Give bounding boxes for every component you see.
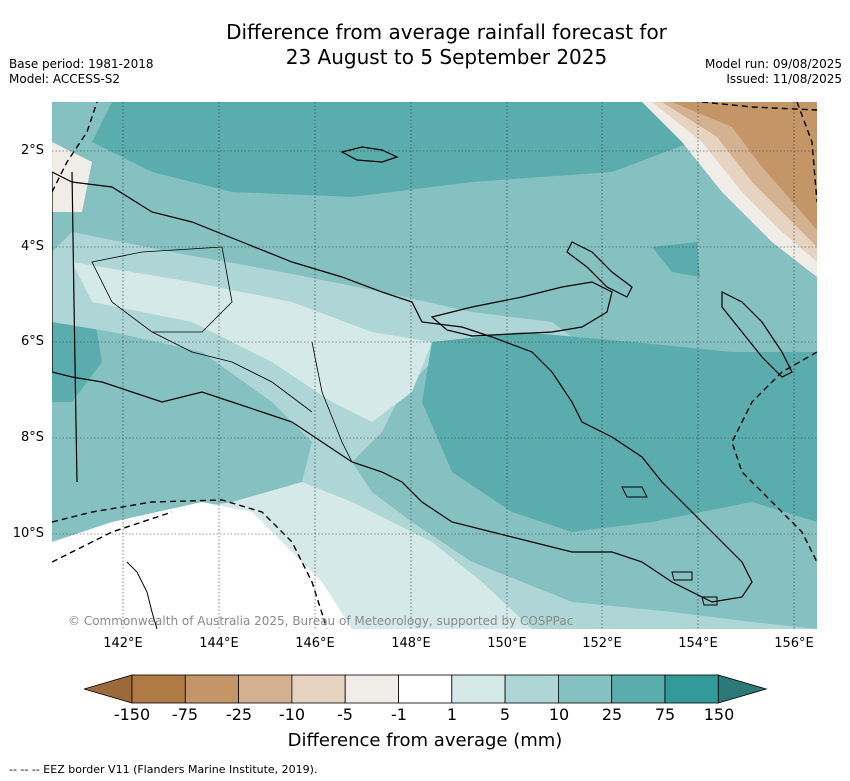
lon-label-156e: 156°E bbox=[774, 636, 814, 651]
country-border bbox=[71, 171, 78, 483]
eez-border-east bbox=[731, 351, 817, 563]
colorbar-tick: 10 bbox=[548, 705, 570, 724]
colorbar-tick: 150 bbox=[703, 705, 735, 724]
colorbar-tick: -150 bbox=[113, 705, 151, 724]
eez-border-north bbox=[701, 102, 817, 111]
new-britain-coast bbox=[430, 281, 613, 337]
colorbar-cell bbox=[238, 674, 293, 704]
lon-label-150e: 150°E bbox=[487, 636, 527, 651]
title-line-1: Difference from average rainfall forecas… bbox=[226, 20, 667, 44]
shade-10-25-se bbox=[652, 502, 817, 572]
eez-border-south bbox=[52, 499, 328, 629]
colorbar-cell bbox=[664, 674, 719, 704]
shade-25-75-se bbox=[422, 332, 817, 532]
graticule bbox=[52, 102, 817, 629]
colorbar-cell bbox=[344, 674, 399, 704]
colorbar-cell bbox=[557, 674, 613, 704]
base-period: Base period: 1981-2018 bbox=[9, 57, 154, 71]
eez-border-west bbox=[52, 102, 98, 193]
lon-label-146e: 146°E bbox=[295, 636, 335, 651]
province-boundary-2 bbox=[151, 331, 313, 413]
meta-left: Base period: 1981-2018 Model: ACCESS-S2 bbox=[9, 57, 154, 87]
province-boundary-3 bbox=[311, 341, 353, 463]
colorbar-cell bbox=[131, 674, 186, 704]
eez-border-sw bbox=[52, 511, 173, 563]
colorbar-svg bbox=[82, 674, 768, 704]
model-name: Model: ACCESS-S2 bbox=[9, 72, 121, 86]
copyright-notice: © Commonwealth of Australia 2025, Bureau… bbox=[68, 614, 574, 628]
lon-label-154e: 154°E bbox=[678, 636, 718, 651]
eez-border-ne bbox=[796, 102, 817, 203]
new-guinea-coast bbox=[52, 171, 753, 603]
lon-label-152e: 152°E bbox=[582, 636, 622, 651]
colorbar-cell bbox=[611, 674, 666, 704]
colorbar-arrow-low bbox=[82, 674, 133, 704]
rainfall-anomaly-map bbox=[52, 102, 817, 629]
colorbar-cell bbox=[398, 674, 453, 704]
map-title: Difference from average rainfall forecas… bbox=[0, 20, 850, 70]
title-line-2: 23 August to 5 September 2025 bbox=[285, 45, 608, 69]
issued-date: Issued: 11/08/2025 bbox=[726, 72, 842, 86]
colorbar-tick: -1 bbox=[391, 705, 407, 724]
lat-label-8s: 8°S bbox=[20, 430, 44, 445]
shade-neg25-neg75 bbox=[672, 102, 817, 230]
lat-label-4s: 4°S bbox=[20, 239, 44, 254]
colorbar-tick: 1 bbox=[446, 705, 458, 724]
lon-label-142e: 142°E bbox=[103, 636, 143, 651]
cape-york-coast bbox=[126, 561, 158, 629]
colorbar-tick: -10 bbox=[278, 705, 306, 724]
manus-coast bbox=[340, 146, 399, 163]
model-run: Model run: 09/08/2025 bbox=[704, 57, 842, 71]
lon-label-148e: 148°E bbox=[391, 636, 431, 651]
colorbar-cell bbox=[291, 674, 346, 704]
shade-25-75-north bbox=[92, 102, 692, 197]
colorbar-arrow-high bbox=[717, 674, 768, 704]
lat-label-2s: 2°S bbox=[20, 143, 44, 158]
colorbar-tick: 75 bbox=[654, 705, 676, 724]
colorbar-cell bbox=[451, 674, 506, 704]
island-se-3 bbox=[701, 596, 718, 606]
colorbar-cell bbox=[504, 674, 559, 704]
colorbar-tick: -75 bbox=[171, 705, 199, 724]
lon-label-144e: 144°E bbox=[199, 636, 239, 651]
lat-label-6s: 6°S bbox=[20, 334, 44, 349]
colorbar bbox=[82, 674, 768, 708]
colorbar-tick: 25 bbox=[601, 705, 623, 724]
colorbar-tick: -5 bbox=[337, 705, 353, 724]
new-ireland-coast bbox=[566, 241, 633, 298]
colorbar-tick: -25 bbox=[225, 705, 253, 724]
lat-label-10s: 10°S bbox=[12, 526, 44, 541]
shade-patch-ne bbox=[652, 242, 700, 277]
map-panel bbox=[52, 102, 817, 629]
island-se-2 bbox=[671, 571, 693, 581]
colorbar-title: Difference from average (mm) bbox=[287, 730, 563, 751]
colorbar-cell bbox=[184, 674, 240, 704]
island-se-1 bbox=[621, 486, 648, 498]
colorbar-tick: 5 bbox=[499, 705, 511, 724]
meta-right: Model run: 09/08/2025 Issued: 11/08/2025 bbox=[705, 57, 842, 87]
bougainville-coast bbox=[721, 291, 793, 378]
eez-footnote: -- -- -- EEZ border V11 (Flanders Marine… bbox=[9, 763, 318, 776]
province-boundary-1 bbox=[91, 246, 233, 333]
